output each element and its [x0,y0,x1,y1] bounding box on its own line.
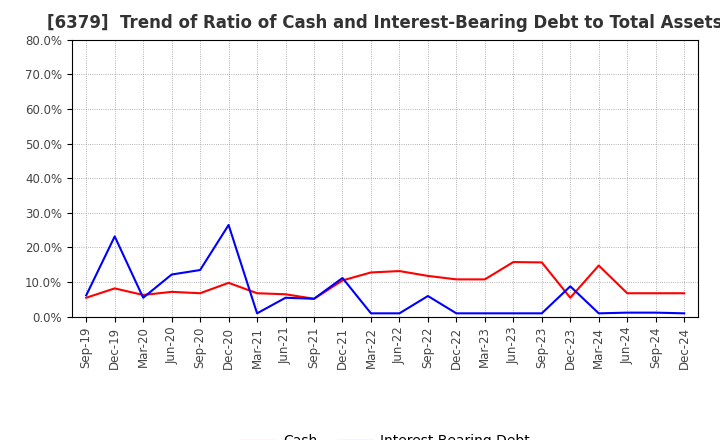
Cash [680,290,688,296]
Cash [139,292,148,297]
Cash [423,273,432,279]
Line: Interest-Bearing Debt: Interest-Bearing Debt [86,225,684,313]
Interest-Bearing Debt [225,222,233,227]
Cash [196,290,204,296]
Interest-Bearing Debt [196,268,204,273]
Cash [480,277,489,282]
Interest-Bearing Debt [338,275,347,281]
Interest-Bearing Debt [366,311,375,316]
Interest-Bearing Debt [452,311,461,316]
Cash [82,295,91,301]
Interest-Bearing Debt [595,311,603,316]
Interest-Bearing Debt [423,293,432,299]
Interest-Bearing Debt [566,284,575,289]
Interest-Bearing Debt [253,311,261,316]
Interest-Bearing Debt [82,293,91,298]
Interest-Bearing Debt [680,311,688,316]
Cash [395,268,404,274]
Cash [225,280,233,286]
Cash [595,263,603,268]
Cash [509,260,518,265]
Cash [537,260,546,265]
Line: Cash: Cash [86,262,684,299]
Interest-Bearing Debt [623,310,631,315]
Legend: Cash, Interest-Bearing Debt: Cash, Interest-Bearing Debt [235,429,535,440]
Cash [167,289,176,294]
Title: [6379]  Trend of Ratio of Cash and Interest-Bearing Debt to Total Assets: [6379] Trend of Ratio of Cash and Intere… [48,15,720,33]
Cash [366,270,375,275]
Cash [282,292,290,297]
Interest-Bearing Debt [282,295,290,301]
Cash [623,290,631,296]
Interest-Bearing Debt [395,311,404,316]
Interest-Bearing Debt [480,311,489,316]
Cash [652,290,660,296]
Interest-Bearing Debt [167,272,176,277]
Cash [338,278,347,283]
Interest-Bearing Debt [310,296,318,301]
Interest-Bearing Debt [110,234,119,239]
Cash [110,286,119,291]
Cash [253,290,261,296]
Interest-Bearing Debt [139,295,148,301]
Cash [566,295,575,301]
Interest-Bearing Debt [509,311,518,316]
Cash [310,296,318,301]
Interest-Bearing Debt [652,310,660,315]
Cash [452,277,461,282]
Interest-Bearing Debt [537,311,546,316]
